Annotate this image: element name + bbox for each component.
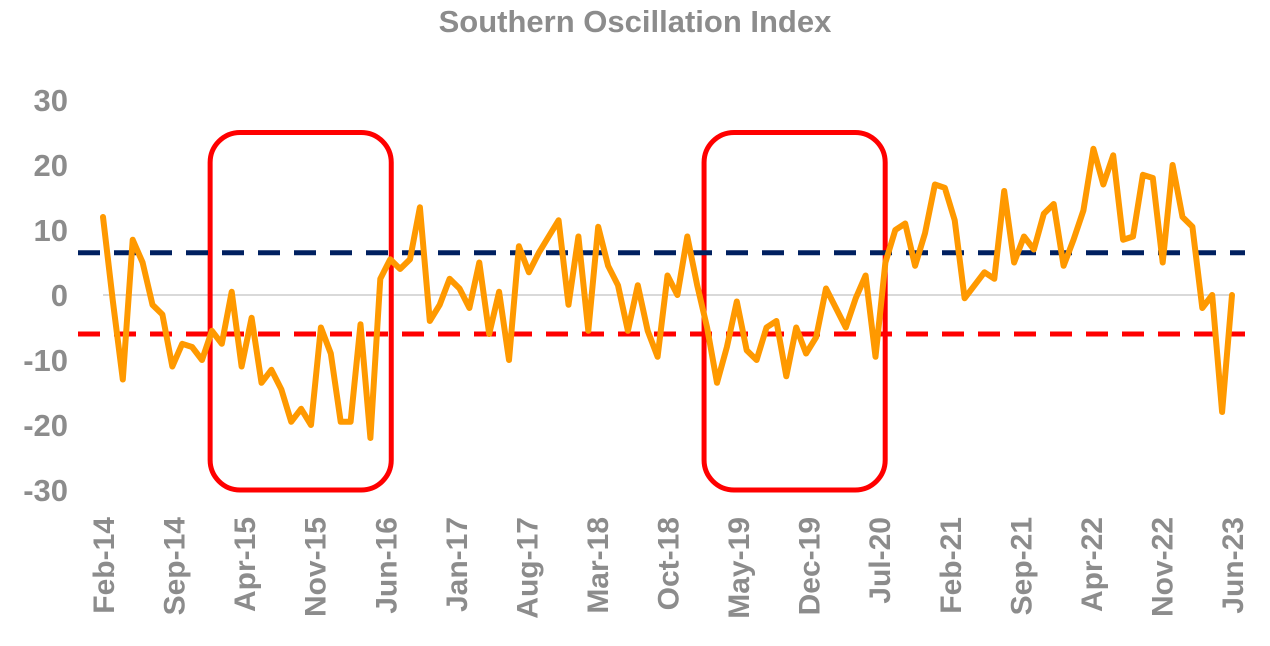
highlight-box-1 bbox=[207, 130, 394, 493]
x-tick-label: Nov-15 bbox=[300, 517, 333, 617]
x-tick-label: Apr-15 bbox=[229, 517, 262, 612]
chart-title: Southern Oscillation Index bbox=[438, 4, 832, 39]
y-axis-ticks: 30 20 10 0 -10 -20 -30 bbox=[23, 83, 68, 508]
series-line-1 bbox=[100, 145, 1235, 441]
x-tick-label: Nov-22 bbox=[1146, 517, 1179, 617]
x-tick-label: Jul-20 bbox=[864, 517, 897, 604]
x-tick-label: Aug-17 bbox=[511, 517, 544, 619]
y-tick-label: 30 bbox=[34, 83, 68, 118]
y-tick-label: 10 bbox=[34, 213, 68, 248]
y-tick-label: 20 bbox=[34, 148, 68, 183]
x-tick-label: Oct-18 bbox=[653, 517, 686, 610]
y-tick-label: 0 bbox=[51, 278, 68, 313]
x-tick-label: Jun-16 bbox=[370, 517, 403, 614]
y-tick-label: -20 bbox=[23, 408, 68, 443]
y-tick-label: -30 bbox=[23, 473, 68, 508]
x-tick-label: Feb-14 bbox=[88, 517, 121, 614]
x-tick-label: Apr-22 bbox=[1076, 517, 1109, 612]
x-tick-label: May-19 bbox=[723, 517, 756, 619]
highlight-box-layer bbox=[207, 130, 888, 493]
x-tick-label: Sep-21 bbox=[1005, 517, 1038, 615]
x-tick-label: Jun-23 bbox=[1217, 517, 1250, 614]
x-tick-label: Dec-19 bbox=[794, 517, 827, 615]
x-tick-label: Feb-21 bbox=[935, 517, 968, 614]
series-layer bbox=[100, 145, 1235, 441]
x-axis-ticks: Feb-14 Sep-14 Apr-15 Nov-15 Jun-16 Jan-17 Aug-… bbox=[88, 517, 1250, 619]
highlight-box-2 bbox=[701, 130, 888, 493]
x-tick-label: Sep-14 bbox=[159, 517, 192, 616]
x-tick-label: Mar-18 bbox=[582, 517, 615, 614]
x-tick-label: Jan-17 bbox=[441, 517, 474, 612]
y-tick-label: -10 bbox=[23, 343, 68, 378]
